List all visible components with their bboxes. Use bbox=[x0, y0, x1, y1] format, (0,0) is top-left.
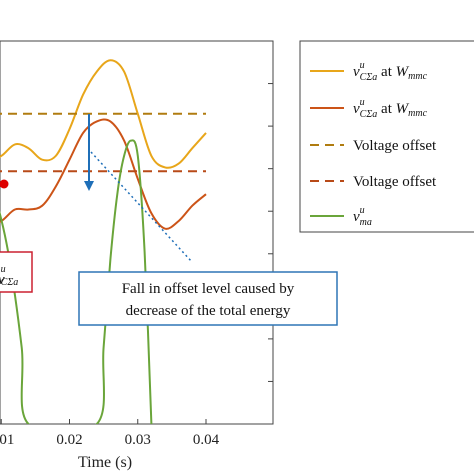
series-line-1 bbox=[0, 118, 207, 230]
x-tick-label-0: 0.01 bbox=[0, 432, 14, 448]
x-tick-label-3: 0.04 bbox=[193, 432, 220, 448]
annotation-line-2: decrease of the total energy bbox=[126, 303, 291, 319]
legend-label-4: vu ma bbox=[353, 205, 372, 228]
legend-label-2: Voltage offset bbox=[353, 138, 437, 154]
crossing-marker bbox=[0, 179, 9, 189]
x-tick-label-1: 0.02 bbox=[56, 432, 82, 448]
callout-box bbox=[0, 251, 33, 293]
series-line-4 bbox=[0, 139, 153, 424]
x-tick-label-2: 0.03 bbox=[125, 432, 151, 448]
annotation-line-1: Fall in offset level caused by bbox=[122, 281, 295, 297]
legend-label-1: vu CΣa at Wmmc bbox=[353, 97, 428, 120]
x-axis-label: Time (s) bbox=[78, 454, 132, 471]
legend-label-3: Voltage offset bbox=[353, 174, 437, 190]
legend-label-0: vu CΣa at Wmmc bbox=[353, 60, 428, 83]
series-line-0 bbox=[0, 59, 207, 169]
plot-area bbox=[0, 40, 274, 425]
annotation-box bbox=[78, 271, 338, 326]
legend-box bbox=[299, 40, 474, 233]
